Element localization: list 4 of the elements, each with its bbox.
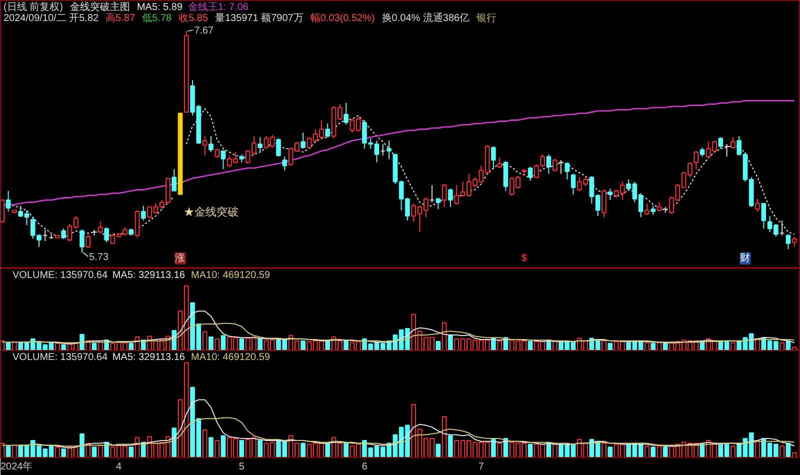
candlestick: [786, 234, 791, 250]
candlestick: [755, 198, 760, 212]
candlestick: [792, 236, 797, 248]
candlestick: [761, 202, 766, 230]
